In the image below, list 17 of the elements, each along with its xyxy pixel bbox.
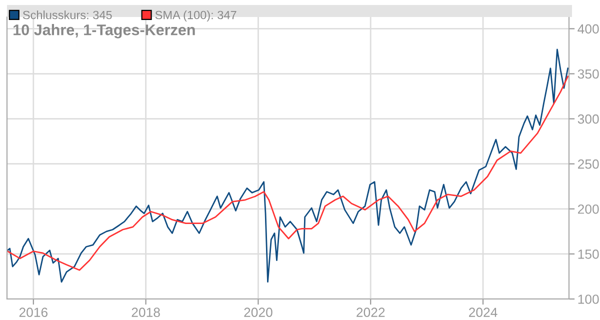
x-tick-label: 2016 bbox=[19, 308, 48, 318]
x-tick-label: 2018 bbox=[132, 308, 160, 318]
line-series bbox=[7, 76, 569, 271]
y-tick-label: 400 bbox=[578, 24, 599, 34]
y-tick-label: 300 bbox=[578, 114, 599, 124]
legend-label: Schlusskurs: 345 bbox=[22, 10, 112, 20]
legend-label: SMA (100): 347 bbox=[155, 10, 236, 22]
x-tick-label: 2024 bbox=[469, 308, 498, 318]
line-series bbox=[7, 48, 569, 283]
y-tick-label: 100 bbox=[578, 294, 599, 304]
y-tick-label: 150 bbox=[578, 250, 599, 259]
y-tick-label: 200 bbox=[578, 204, 599, 214]
chart-title: 10 Jahre, 1-Tages-Kerzen bbox=[14, 24, 195, 38]
y-tick-label: 250 bbox=[578, 159, 599, 169]
y-tick-label: 350 bbox=[578, 69, 599, 79]
x-tick-label: 2020 bbox=[244, 308, 272, 318]
x-tick-label: 2022 bbox=[356, 308, 385, 318]
